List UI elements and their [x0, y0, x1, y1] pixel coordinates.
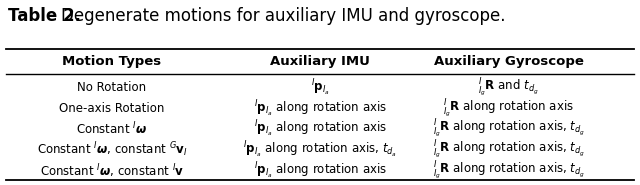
Text: ${}^{I}\mathbf{p}_{I_a}$ along rotation axis: ${}^{I}\mathbf{p}_{I_a}$ along rotation …: [253, 161, 387, 181]
Text: ${}^{I}\mathbf{p}_{I_a}$ along rotation axis: ${}^{I}\mathbf{p}_{I_a}$ along rotation …: [253, 119, 387, 139]
Text: Motion Types: Motion Types: [63, 55, 161, 68]
Text: Table 2.: Table 2.: [8, 7, 81, 25]
Text: One-axis Rotation: One-axis Rotation: [60, 102, 164, 115]
Text: Degenerate motions for auxiliary IMU and gyroscope.: Degenerate motions for auxiliary IMU and…: [61, 7, 506, 25]
Text: Auxiliary Gyroscope: Auxiliary Gyroscope: [434, 55, 584, 68]
Text: ${}^{I}\mathbf{p}_{I_a}$ along rotation axis, $t_{d_a}$: ${}^{I}\mathbf{p}_{I_a}$ along rotation …: [243, 140, 397, 160]
Text: Constant ${}^{I}\boldsymbol{\omega}$, constant ${}^{I}\mathbf{v}$: Constant ${}^{I}\boldsymbol{\omega}$, co…: [40, 162, 184, 180]
Text: Auxiliary IMU: Auxiliary IMU: [270, 55, 370, 68]
Text: ${}^{I}\mathbf{p}_{I_a}$: ${}^{I}\mathbf{p}_{I_a}$: [310, 78, 330, 98]
Text: No Rotation: No Rotation: [77, 81, 147, 94]
Text: ${}^{I}_{I_g}\mathbf{R}$ along rotation axis, $t_{d_g}$: ${}^{I}_{I_g}\mathbf{R}$ along rotation …: [433, 160, 585, 182]
Text: Constant ${}^{I}\boldsymbol{\omega}$, constant ${}^{G}\mathbf{v}_{I}$: Constant ${}^{I}\boldsymbol{\omega}$, co…: [36, 141, 188, 159]
Text: ${}^{I}_{I_g}\mathbf{R}$ along rotation axis, $t_{d_g}$: ${}^{I}_{I_g}\mathbf{R}$ along rotation …: [433, 139, 585, 161]
Text: ${}^{I}\mathbf{p}_{I_a}$ along rotation axis: ${}^{I}\mathbf{p}_{I_a}$ along rotation …: [253, 98, 387, 119]
Text: ${}^{I}_{I_g}\mathbf{R}$ and $t_{d_g}$: ${}^{I}_{I_g}\mathbf{R}$ and $t_{d_g}$: [479, 77, 539, 99]
Text: ${}^{I}_{I_g}\mathbf{R}$ along rotation axis, $t_{d_g}$: ${}^{I}_{I_g}\mathbf{R}$ along rotation …: [433, 118, 585, 140]
Text: Constant ${}^{I}\boldsymbol{\omega}$: Constant ${}^{I}\boldsymbol{\omega}$: [76, 121, 148, 138]
Text: ${}^{I}_{I_g}\mathbf{R}$ along rotation axis: ${}^{I}_{I_g}\mathbf{R}$ along rotation …: [444, 97, 574, 120]
